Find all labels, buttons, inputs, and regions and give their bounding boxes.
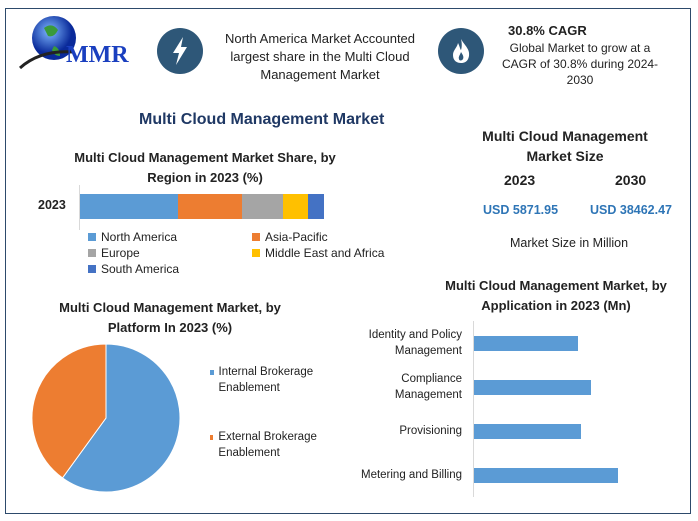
market-size-unit: Market Size in Million — [510, 236, 629, 250]
legend-asia-pacific: Asia-Pacific — [252, 230, 412, 244]
legend-north-america: North America — [88, 230, 252, 244]
legend-label: External Brokerage Enablement — [218, 431, 317, 459]
main-title: Multi Cloud Management Market — [139, 111, 385, 128]
legend-label: Middle East and Africa — [265, 246, 385, 260]
globe-icon — [18, 16, 76, 70]
value-2023: USD 5871.95 — [483, 203, 559, 217]
application-chart-title: Multi Cloud Management Market, by Applic… — [445, 278, 667, 313]
platform-pie-chart — [31, 343, 181, 493]
application-label: Compliance Management — [394, 373, 462, 401]
region-legend: North America Asia-Pacific Europe Middle… — [88, 230, 408, 276]
bar-segment-middle-east-and-africa — [282, 194, 308, 219]
application-axis — [473, 321, 474, 497]
region-axis — [79, 185, 80, 230]
legend-label: Europe — [101, 246, 140, 260]
bar-segment-south-america — [307, 194, 324, 219]
application-bar — [474, 424, 581, 439]
cagr-text: Global Market to grow at a CAGR of 30.8%… — [501, 41, 659, 87]
fire-icon — [438, 28, 484, 74]
application-label: Identity and Policy Management — [368, 329, 462, 357]
legend-label: Internal Brokerage Enablement — [218, 366, 314, 394]
pie-legend-internal: Internal Brokerage Enablement — [210, 364, 330, 396]
legend-europe: Europe — [88, 246, 252, 260]
highlight-north-america: North America Market Accounted largest s… — [224, 31, 416, 82]
pie-slice-internal-brokerage-enablement — [61, 343, 181, 493]
year-2030: 2030 — [615, 172, 647, 188]
region-chart-title: Multi Cloud Management Market Share, by … — [74, 150, 336, 185]
market-size-title: Multi Cloud Management Market Size — [482, 128, 648, 164]
logo-text: MMR — [66, 42, 129, 68]
application-label: Metering and Billing — [360, 469, 462, 481]
region-category-label: 2023 — [38, 198, 66, 212]
bar-segment-asia-pacific — [178, 194, 242, 219]
platform-chart-title: Multi Cloud Management Market, by Platfo… — [59, 300, 281, 335]
legend-label: Asia-Pacific — [265, 230, 328, 244]
bar-segment-north-america — [80, 194, 179, 219]
application-bar — [474, 336, 578, 351]
region-stacked-bar — [80, 194, 324, 219]
logo: MMR — [14, 12, 142, 72]
cagr-title: 30.8% CAGR — [508, 23, 587, 38]
application-bar — [474, 380, 591, 395]
application-label: Provisioning — [399, 425, 462, 437]
application-bar — [474, 468, 618, 483]
legend-south-america: South America — [88, 262, 252, 276]
infographic-frame — [5, 8, 691, 514]
legend-mea: Middle East and Africa — [252, 246, 412, 260]
pie-legend-external: External Brokerage Enablement — [210, 429, 330, 461]
year-2023: 2023 — [504, 172, 536, 188]
lightning-icon — [157, 28, 203, 74]
value-2030: USD 38462.47 — [590, 203, 673, 217]
legend-label: North America — [101, 230, 178, 244]
legend-label: South America — [101, 262, 180, 276]
bar-segment-europe — [242, 194, 283, 219]
pie-slice-external-brokerage-enablement — [31, 343, 107, 479]
